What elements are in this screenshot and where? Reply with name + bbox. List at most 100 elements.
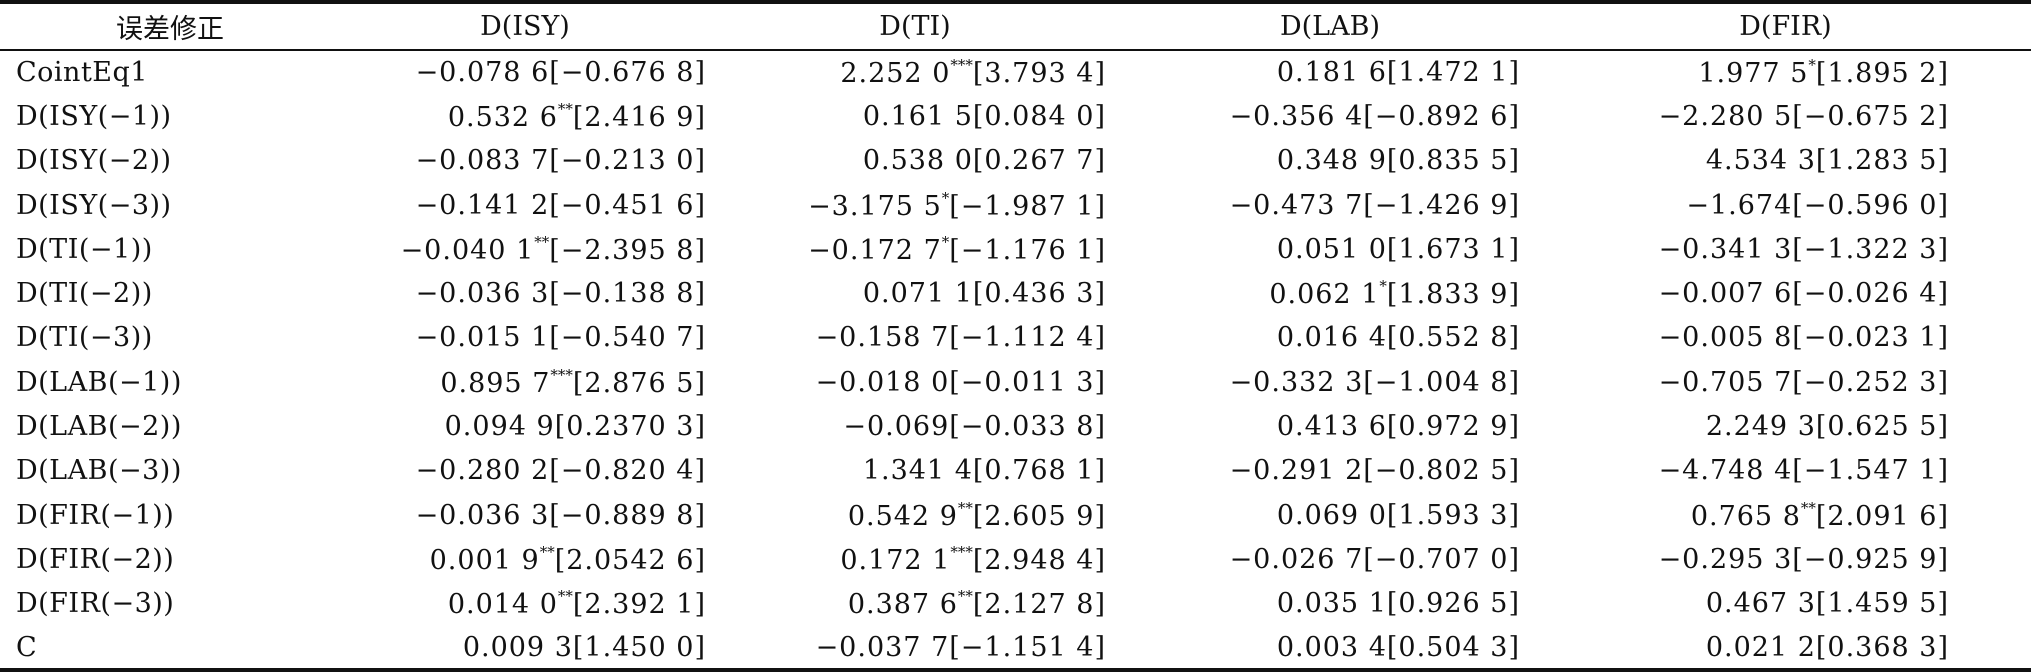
table-row: D(TI(−3)) −0.015 1[−0.540 7] −0.158 7[−1.1… — [0, 316, 2031, 360]
significance-stars: ** — [539, 542, 555, 561]
coefficient-cell: 0.001 9**[2.0542 6] — [340, 537, 710, 581]
coefficient-cell: 0.413 6[0.972 9] — [1120, 404, 1540, 448]
coefficient-value: −0.291 2 — [1229, 455, 1364, 487]
coefficient-value: −0.078 6 — [415, 57, 550, 89]
coefficient-cell: 2.249 3[0.625 5] — [1540, 404, 2031, 448]
coefficient-cell: 0.035 1[0.926 5] — [1120, 582, 1540, 626]
coefficient-cell: −0.040 1**[−2.395 8] — [340, 227, 710, 271]
coefficient-value: 2.252 0 — [840, 58, 951, 90]
coefficient-cell: −0.015 1[−0.540 7] — [340, 316, 710, 360]
coefficient-value: −4.748 4 — [1658, 455, 1793, 487]
table-body: CointEq1 −0.078 6[−0.676 8] 2.252 0***[3.7… — [0, 50, 2031, 672]
t-statistic: [−1.176 1] — [949, 234, 1106, 266]
coefficient-cell: 0.895 7***[2.876 5] — [340, 360, 710, 404]
coefficient-cell: −0.705 7[−0.252 3] — [1540, 360, 2031, 404]
coefficient-value: 0.895 7 — [440, 367, 551, 399]
coefficient-cell: 4.534 3[1.283 5] — [1540, 139, 2031, 183]
t-statistic: [−0.707 0] — [1363, 543, 1520, 575]
table-row: D(ISY(−3)) −0.141 2[−0.451 6] −3.175 5*[−1… — [0, 183, 2031, 227]
coefficient-value: −0.007 6 — [1658, 278, 1793, 310]
coefficient-cell: −0.036 3[−0.138 8] — [340, 271, 710, 315]
t-statistic: [−0.889 8] — [549, 499, 706, 531]
coefficient-value: 0.181 6 — [1276, 57, 1387, 89]
coefficient-value: 1.341 4 — [862, 455, 973, 487]
row-label: D(TI(−2)) — [16, 278, 153, 310]
t-statistic: [2.876 5] — [572, 367, 706, 399]
t-statistic: [−1.547 1] — [1792, 455, 1949, 487]
coefficient-cell: 0.014 0**[2.392 1] — [340, 582, 710, 626]
coefficient-cell: 0.532 6**[2.416 9] — [340, 94, 710, 138]
coefficient-cell: 2.252 0***[3.793 4] — [710, 50, 1120, 94]
coefficient-cell: 1.341 4[0.768 1] — [710, 449, 1120, 493]
coefficient-value: 0.538 0 — [862, 145, 973, 177]
significance-stars: *** — [950, 56, 973, 75]
coefficient-value: −0.158 7 — [815, 322, 950, 354]
significance-stars: ** — [957, 498, 973, 517]
t-statistic: [2.392 1] — [572, 589, 706, 621]
coefficient-cell: −0.473 7[−1.426 9] — [1120, 183, 1540, 227]
t-statistic: [−1.322 3] — [1792, 233, 1949, 265]
significance-stars: * — [941, 232, 950, 251]
coefficient-cell: 0.172 1***[2.948 4] — [710, 537, 1120, 581]
t-statistic: [−0.252 3] — [1792, 366, 1949, 398]
significance-stars: * — [1379, 277, 1387, 296]
row-label: D(TI(−1)) — [16, 233, 153, 265]
t-statistic: [2.948 4] — [972, 544, 1106, 576]
coefficient-cell: 0.003 4[0.504 3] — [1120, 625, 1540, 672]
coefficient-value: 0.003 4 — [1276, 631, 1387, 663]
coefficient-value: 0.062 1 — [1269, 279, 1380, 311]
row-label: D(LAB(−3)) — [16, 455, 182, 487]
significance-stars: ** — [1800, 498, 1816, 517]
coefficient-value: −0.069 — [843, 411, 950, 443]
coefficient-value: 0.071 1 — [862, 278, 973, 310]
t-statistic: [−1.426 9] — [1363, 189, 1520, 221]
table-row: D(ISY(−1)) 0.532 6**[2.416 9] 0.161 5[0.08… — [0, 94, 2031, 138]
coefficient-cell: 0.009 3[1.450 0] — [340, 625, 710, 672]
coefficient-cell: −0.341 3[−1.322 3] — [1540, 227, 2031, 271]
t-statistic: [2.0542 6] — [554, 544, 706, 576]
coefficient-cell: 0.062 1*[1.833 9] — [1120, 271, 1540, 315]
row-label: D(ISY(−2)) — [16, 145, 172, 177]
table-row: D(ISY(−2)) −0.083 7[−0.213 0] 0.538 0[0.26… — [0, 139, 2031, 183]
coefficient-cell: −4.748 4[−1.547 1] — [1540, 449, 2031, 493]
coefficient-value: −0.705 7 — [1658, 366, 1793, 398]
significance-stars: *** — [950, 542, 973, 561]
significance-stars: ** — [957, 587, 973, 606]
coefficient-cell: 1.977 5*[1.895 2] — [1540, 50, 2031, 94]
t-statistic: [1.593 3] — [1386, 499, 1520, 531]
coefficient-cell: −0.141 2[−0.451 6] — [340, 183, 710, 227]
t-statistic: [2.091 6] — [1815, 500, 1949, 532]
table-row: D(TI(−1)) −0.040 1**[−2.395 8] −0.172 7*[−… — [0, 227, 2031, 271]
coefficient-value: −0.473 7 — [1229, 189, 1364, 221]
coefficient-cell: −0.069[−0.033 8] — [710, 404, 1120, 448]
coefficient-cell: 0.542 9**[2.605 9] — [710, 493, 1120, 537]
t-statistic: [−1.151 4] — [949, 631, 1106, 663]
t-statistic: [−1.004 8] — [1363, 366, 1520, 398]
row-label: D(ISY(−3)) — [16, 189, 172, 221]
coefficient-cell: −0.332 3[−1.004 8] — [1120, 360, 1540, 404]
coefficient-cell: 0.021 2[0.368 3] — [1540, 625, 2031, 672]
t-statistic: [1.459 5] — [1815, 588, 1949, 620]
coefficient-value: 0.094 9 — [444, 411, 555, 443]
coefficient-value: −0.280 2 — [415, 455, 550, 487]
t-statistic: [−0.213 0] — [549, 145, 706, 177]
coefficient-value: −0.341 3 — [1658, 233, 1793, 265]
coefficient-cell: −0.083 7[−0.213 0] — [340, 139, 710, 183]
row-label: C — [0, 625, 340, 672]
table-header: 误差修正 D(ISY) D(TI) D(LAB) D(FIR) — [0, 0, 2031, 51]
t-statistic: [−0.540 7] — [549, 322, 706, 354]
t-statistic: [−0.675 2] — [1792, 100, 1949, 132]
t-statistic: [−0.033 8] — [949, 411, 1106, 443]
header-d-isy: D(ISY) — [340, 0, 710, 51]
significance-stars: ** — [557, 587, 573, 606]
coefficient-value: −0.141 2 — [415, 189, 550, 221]
coefficient-value: −0.015 1 — [415, 322, 550, 354]
t-statistic: [−2.395 8] — [549, 234, 706, 266]
coefficient-value: 0.021 2 — [1705, 631, 1816, 663]
table-row: D(LAB(−1)) 0.895 7***[2.876 5] −0.018 0[−0… — [0, 360, 2031, 404]
significance-stars: ** — [557, 99, 573, 118]
coefficient-cell: −0.158 7[−1.112 4] — [710, 316, 1120, 360]
coefficient-cell: 0.161 5[0.084 0] — [710, 94, 1120, 138]
